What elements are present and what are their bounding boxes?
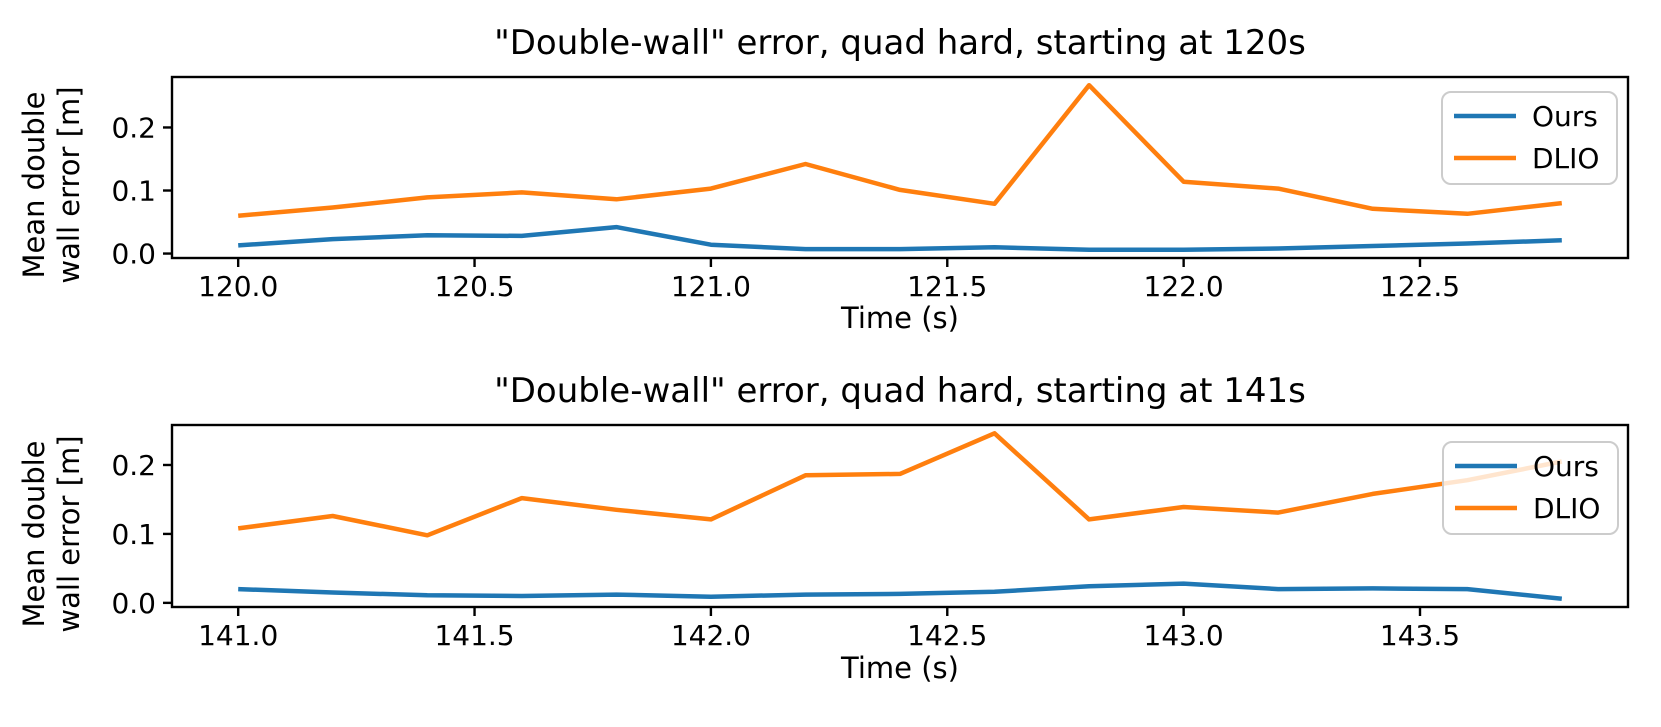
y-tick-label: 0.0 [111, 238, 156, 271]
x-tick-label: 143.5 [1380, 619, 1460, 652]
series-line-ours [238, 224, 1562, 253]
x-tick-label: 120.5 [434, 270, 514, 303]
series-line-dlio [238, 82, 1563, 218]
chart1-title: "Double-wall" error, quad hard, starting… [494, 23, 1306, 63]
x-tick-label: 143.0 [1144, 619, 1224, 652]
x-tick-label: 122.5 [1380, 270, 1460, 303]
y-tick-label: 0.1 [111, 518, 156, 551]
chart1-ylabel-line1: Mean double [17, 91, 51, 279]
y-tick-label: 0.0 [111, 587, 156, 620]
chart1-x-axis-label: Time (s) [841, 301, 959, 335]
legend-label-dlio: DLIO [1533, 492, 1600, 525]
chart1-y-axis-label: Mean double wall error [m] [0, 86, 252, 283]
legend-label-dlio: DLIO [1532, 142, 1599, 175]
chart2-ylabel-line2: wall error [m] [52, 435, 86, 633]
y-tick-label: 0.1 [111, 175, 156, 208]
chart1-ylabel-line2: wall error [m] [52, 86, 86, 284]
series-line-ours [238, 581, 1563, 601]
x-tick-label: 121.5 [907, 270, 987, 303]
chart2-y-axis-label-text: Mean double wall error [m] [17, 334, 87, 727]
x-tick-label: 120.0 [198, 270, 278, 303]
legend-label-ours: Ours [1532, 100, 1598, 133]
chart2-ylabel-line1: Mean double [17, 440, 51, 628]
y-tick-label: 0.2 [111, 111, 156, 144]
axes-frame [170, 423, 1630, 609]
x-tick-label: 121.0 [671, 270, 751, 303]
y-tick-label: 0.2 [111, 449, 156, 482]
chart2-y-axis-label: Mean double wall error [m] [0, 435, 252, 632]
chart1-y-axis-label-text: Mean double wall error [m] [17, 0, 87, 385]
series-line-dlio [237, 431, 1563, 538]
x-tick-label: 141.0 [198, 619, 278, 652]
legend-label-ours: Ours [1533, 450, 1599, 483]
x-tick-label: 142.5 [907, 619, 987, 652]
x-tick-label: 122.0 [1144, 270, 1224, 303]
x-tick-label: 141.5 [434, 619, 514, 652]
chart2-title: "Double-wall" error, quad hard, starting… [494, 371, 1306, 411]
axes-frame [170, 75, 1630, 260]
chart2-x-axis-label: Time (s) [841, 651, 959, 685]
x-tick-label: 142.0 [671, 619, 751, 652]
